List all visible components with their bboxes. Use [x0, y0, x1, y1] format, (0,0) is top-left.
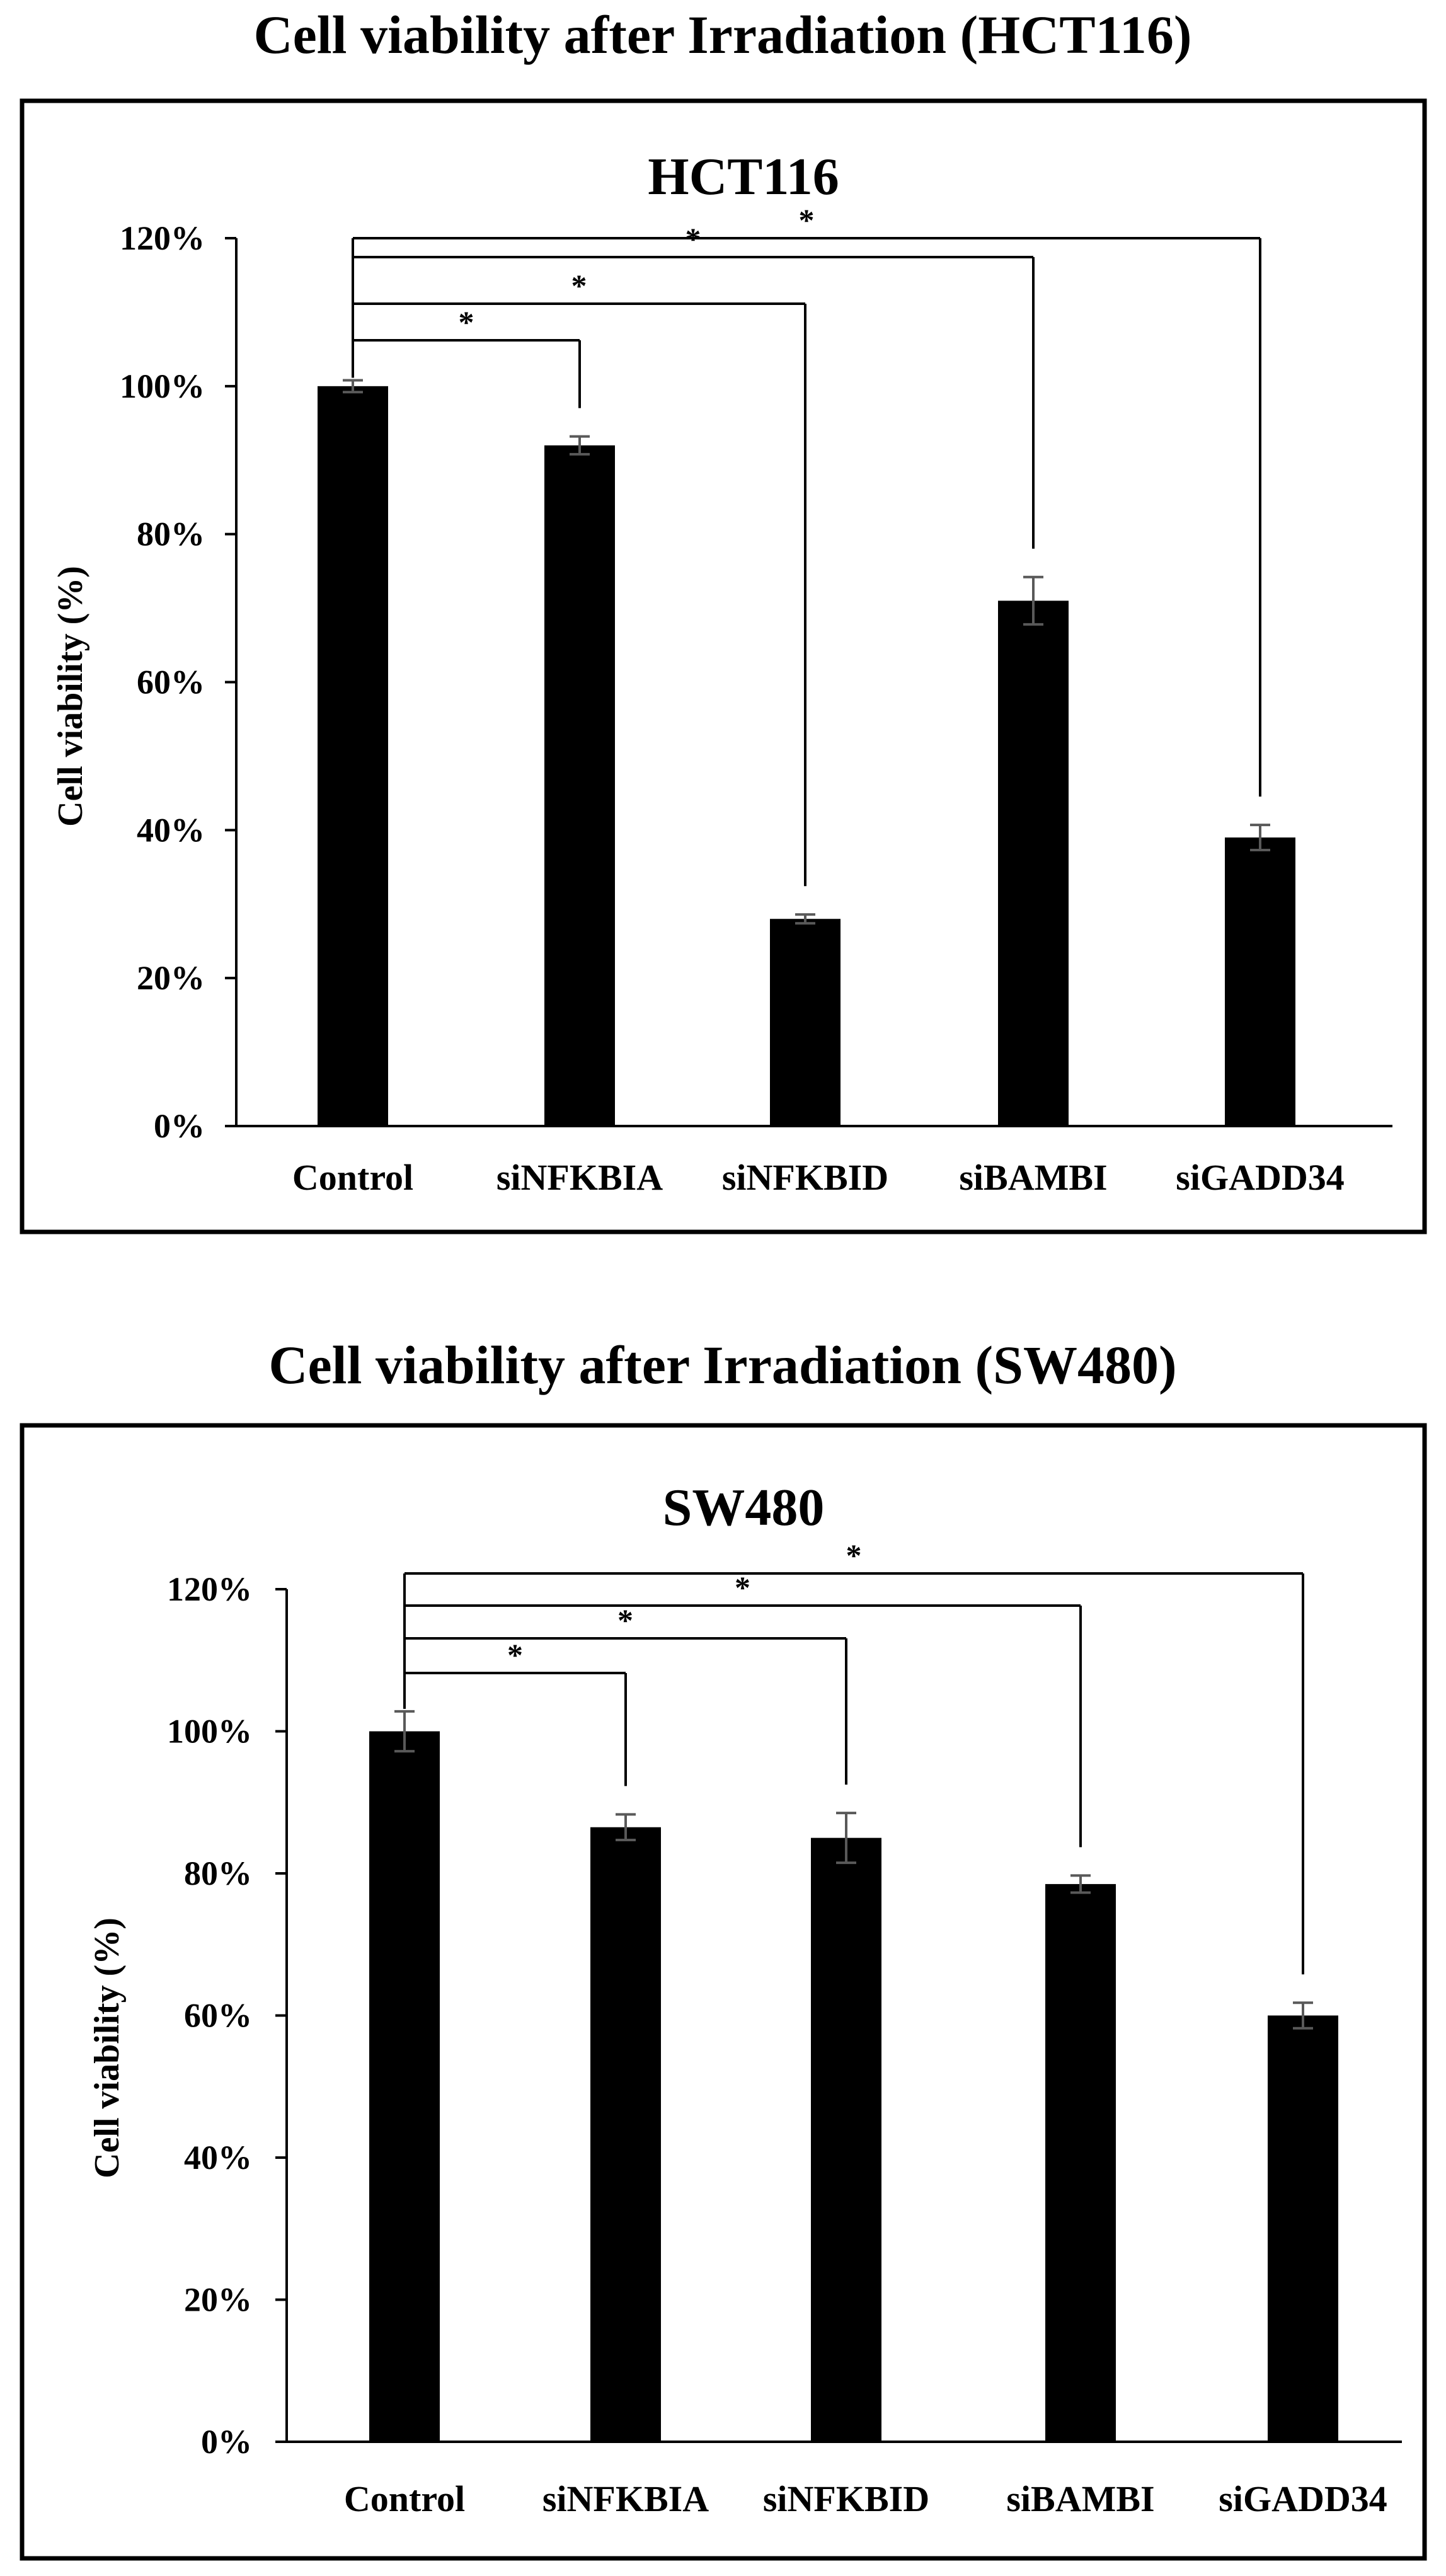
figure-title: Cell viability after Irradiation (SW480)	[268, 1335, 1176, 1395]
significance-star: *	[799, 202, 815, 238]
y-tick-label: 80%	[137, 515, 205, 553]
y-tick-label: 20%	[184, 2281, 252, 2319]
x-tick-label: siGADD34	[1176, 1157, 1344, 1198]
y-tick-label: 40%	[184, 2139, 252, 2176]
y-tick-label: 120%	[167, 1570, 252, 1608]
panel-hct116: Cell viability after Irradiation (HCT116…	[20, 4, 1427, 1234]
y-tick-label: 0%	[201, 2423, 252, 2461]
significance-star: *	[571, 268, 587, 303]
bar-sibambi	[1045, 1883, 1116, 2442]
chart-frame	[20, 1423, 1427, 2561]
y-axis-label: Cell viability (%)	[51, 566, 90, 827]
chart-title: HCT116	[648, 147, 839, 206]
figure-title: Cell viability after Irradiation (HCT116…	[254, 4, 1192, 65]
y-tick-label: 20%	[137, 959, 205, 997]
x-tick-label: siGADD34	[1219, 2478, 1387, 2519]
significance-star: *	[507, 1637, 523, 1672]
significance-star: *	[846, 1538, 862, 1573]
y-tick-label: 60%	[137, 664, 205, 701]
chart-frame	[20, 98, 1427, 1234]
y-tick-label: 60%	[184, 1997, 252, 2035]
x-tick-label: siNFKBIA	[496, 1157, 663, 1198]
panel-sw480: Cell viability after Irradiation (SW480)…	[20, 1335, 1427, 2561]
bar-sigadd34	[1268, 2015, 1338, 2442]
significance-star: *	[735, 1570, 750, 1605]
x-tick-label: siNFKBID	[722, 1157, 888, 1198]
x-tick-label: Control	[344, 2478, 465, 2519]
significance-star: *	[617, 1602, 633, 1638]
bar-sigadd34	[1225, 837, 1295, 1126]
x-tick-label: siBAMBI	[959, 1157, 1107, 1198]
x-tick-label: siBAMBI	[1006, 2478, 1154, 2519]
x-tick-label: siNFKBIA	[542, 2478, 709, 2519]
y-tick-label: 0%	[154, 1107, 205, 1145]
significance-star: *	[459, 304, 474, 340]
y-tick-label: 80%	[184, 1854, 252, 1892]
x-tick-label: Control	[292, 1157, 413, 1198]
chart-title: SW480	[663, 1478, 825, 1537]
y-tick-label: 100%	[120, 367, 205, 405]
bar-sibambi	[998, 601, 1069, 1126]
x-tick-label: siNFKBID	[763, 2478, 929, 2519]
bar-sinfkbia	[544, 445, 615, 1127]
bar-sinfkbia	[590, 1827, 661, 2442]
y-tick-label: 100%	[167, 1713, 252, 1751]
y-tick-label: 40%	[137, 811, 205, 849]
plot-area: 0% 20% 40% 60% 80% 100% 120% Control siNFKBIA siN…	[167, 1538, 1402, 2519]
plot-area: 0% 20% 40% 60% 80% 100% 120% Control siNFKBIA siN…	[120, 202, 1392, 1198]
bar-control	[318, 386, 388, 1127]
bar-sinfkbid	[770, 919, 841, 1126]
y-tick-label: 120%	[120, 219, 205, 257]
y-axis-label: Cell viability (%)	[88, 1918, 127, 2178]
bar-control	[369, 1731, 440, 2442]
bar-sinfkbid	[811, 1837, 881, 2442]
